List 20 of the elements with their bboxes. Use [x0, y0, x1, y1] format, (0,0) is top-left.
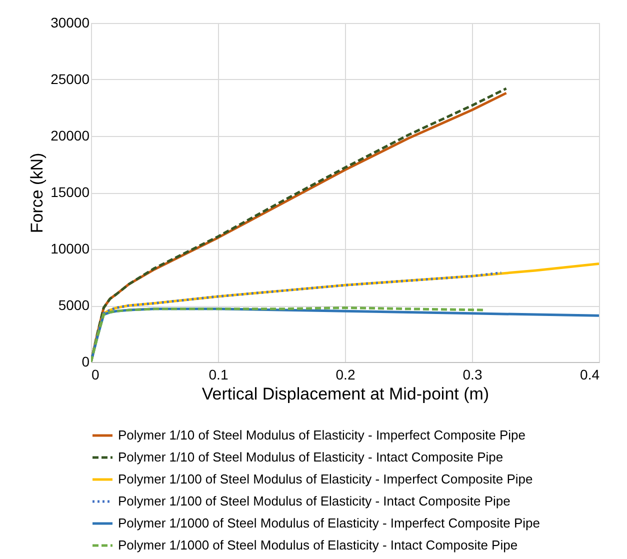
y-tick-label: 5000 [58, 297, 90, 313]
x-axis-title: Vertical Displacement at Mid-point (m) [202, 384, 490, 404]
y-tick-label: 25000 [50, 71, 90, 87]
x-tick-label: 0.1 [208, 366, 228, 382]
y-axis-title: Force (kN) [28, 152, 47, 234]
legend-label: Polymer 1/1000 of Steel Modulus of Elasticity - Imperfect Composite Pipe [118, 516, 540, 530]
legend-label: Polymer 1/1000 of Steel Modulus of Elasticity - Intact Composite Pipe [118, 538, 518, 552]
y-tick-label: 10000 [50, 240, 90, 256]
legend-label: Polymer 1/100 of Steel Modulus of Elasticity - Intact Composite Pipe [118, 494, 510, 508]
legend-label: Polymer 1/10 of Steel Modulus of Elasticity - Intact Composite Pipe [118, 450, 504, 464]
line-series [91, 306, 486, 362]
x-tick-label: 0.4 [580, 366, 600, 382]
legend-label: Polymer 1/10 of Steel Modulus of Elasticity - Imperfect Composite Pipe [118, 428, 526, 442]
x-tick-label: 0.2 [336, 366, 356, 382]
legend-label: Polymer 1/100 of Steel Modulus of Elasticity - Imperfect Composite Pipe [118, 472, 533, 486]
y-tick-label: 0 [82, 354, 90, 370]
y-tick-label: 15000 [50, 184, 90, 200]
y-tick-label: 30000 [50, 14, 90, 30]
x-tick-label: 0.3 [462, 366, 482, 382]
y-tick-label: 20000 [50, 128, 90, 144]
